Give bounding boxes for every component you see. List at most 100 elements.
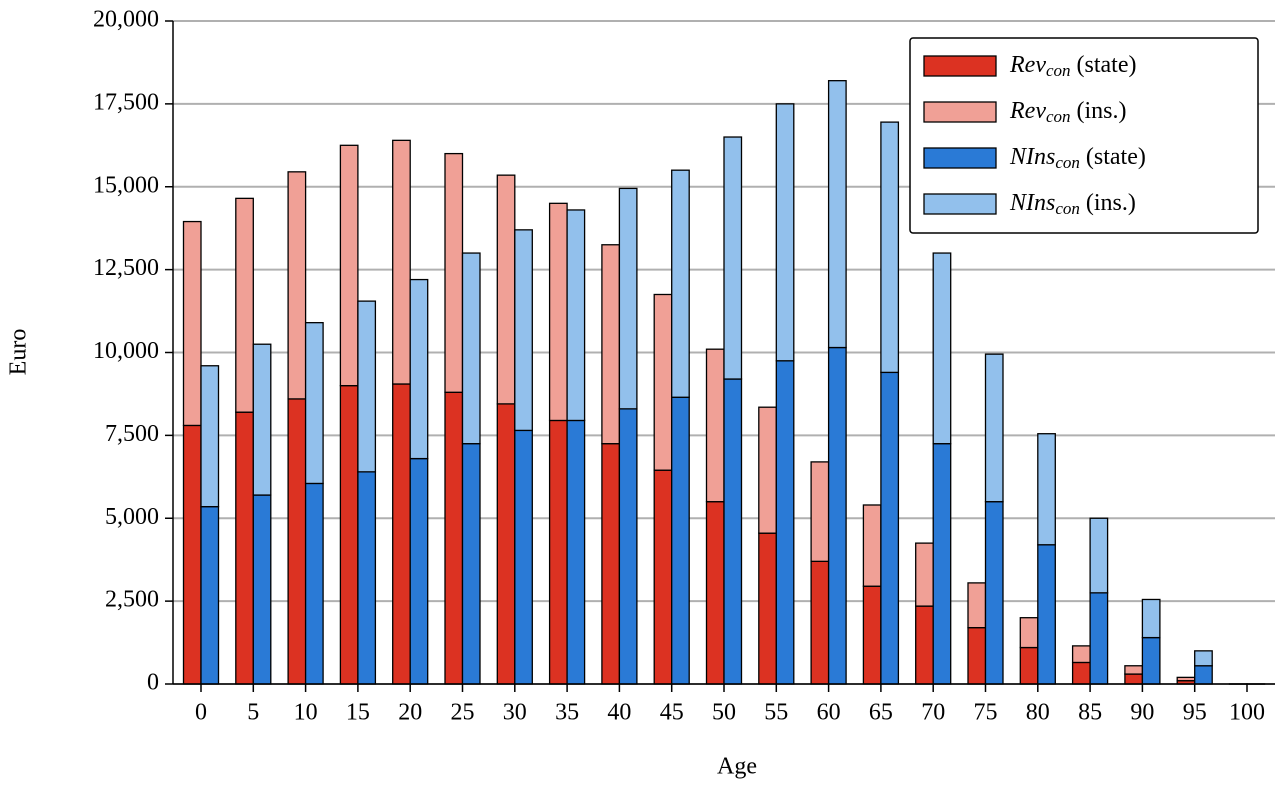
bar-segment: [723, 136, 743, 380]
bar-segment: [182, 424, 202, 685]
y-tick-label: 7,500: [105, 421, 159, 447]
bar-segment: [1141, 598, 1161, 639]
bar-segment: [932, 252, 952, 445]
bar-segment: [409, 278, 429, 460]
bar-segment: [461, 443, 481, 685]
bar-segment: [1071, 661, 1091, 685]
bar-segment: [514, 429, 533, 685]
x-tick-label: 90: [1130, 700, 1154, 726]
bar-segment: [566, 419, 586, 685]
bar-segment: [566, 209, 586, 422]
legend-box: [909, 37, 1259, 234]
x-tick-label: 10: [294, 700, 318, 726]
bar-segment: [915, 605, 934, 685]
legend-label: Revcon (state): [1009, 52, 1136, 80]
bar-segment: [252, 343, 272, 496]
bar-segment: [339, 384, 359, 685]
x-tick-label: 20: [398, 700, 422, 726]
y-tick-label: 5,000: [105, 504, 159, 530]
bar-segment: [618, 408, 638, 685]
x-tick-label: 35: [555, 700, 579, 726]
bar-segment: [357, 300, 377, 473]
x-tick-label: 15: [346, 700, 370, 726]
bar-segment: [862, 585, 882, 685]
x-tick-label: 65: [869, 700, 893, 726]
x-axis-label: Age: [717, 754, 757, 780]
bar-segment: [409, 457, 429, 685]
y-tick-label: 2,500: [105, 587, 159, 613]
bar-segment: [758, 532, 777, 685]
bar-segment: [1089, 517, 1109, 594]
y-tick-label: 10,000: [93, 338, 159, 364]
x-tick-label: 85: [1078, 700, 1102, 726]
x-tick-label: 25: [451, 700, 475, 726]
bar-segment: [1176, 676, 1196, 682]
bar-segment: [775, 103, 795, 362]
bar-segment: [287, 171, 307, 400]
bar-segment: [182, 220, 202, 427]
bar-segment: [653, 293, 673, 471]
bar-segment: [601, 443, 621, 685]
x-tick-label: 50: [712, 700, 736, 726]
legend-label: NInscon (ins.): [1009, 190, 1136, 218]
y-tick-label: 15,000: [93, 172, 159, 198]
x-tick-label: 45: [660, 700, 684, 726]
y-tick-label: 12,500: [93, 255, 159, 281]
x-tick-label: 55: [764, 700, 788, 726]
bar-segment: [200, 505, 220, 685]
legend-label: Revcon (ins.): [1009, 98, 1127, 126]
bar-segment: [461, 252, 481, 445]
bar-segment: [444, 152, 464, 393]
y-tick-label: 17,500: [93, 89, 159, 115]
x-tick-label: 40: [607, 700, 631, 726]
bar-segment: [984, 353, 1004, 503]
x-tick-label: 30: [503, 700, 527, 726]
bar-segment: [1037, 544, 1056, 685]
bar-segment: [1194, 665, 1213, 685]
legend-swatch: [923, 147, 997, 169]
bar-segment: [304, 482, 324, 685]
bar-segment: [496, 403, 516, 685]
bar-segment: [357, 471, 377, 685]
bar-segment: [1019, 617, 1039, 649]
bar-segment: [1037, 433, 1056, 546]
legend-label: NInscon (state): [1009, 144, 1146, 172]
bar-segment: [723, 378, 743, 685]
bar-segment: [304, 322, 324, 485]
bar-segment: [967, 626, 987, 685]
bar-segment: [810, 461, 830, 562]
bar-segment: [235, 197, 254, 413]
legend-swatch: [923, 193, 997, 215]
bar-segment: [880, 121, 900, 374]
bar-segment: [618, 187, 638, 410]
y-tick-label: 20,000: [93, 7, 159, 33]
bar-segment: [653, 469, 673, 685]
x-tick-label: 80: [1026, 700, 1050, 726]
bar-segment: [775, 360, 795, 685]
bar-segment: [444, 391, 464, 685]
bar-segment: [827, 80, 847, 349]
bar-segment: [252, 494, 272, 685]
bar-segment: [1089, 592, 1109, 685]
x-tick-label: 60: [817, 700, 841, 726]
bar-segment: [548, 419, 568, 685]
bar-segment: [548, 202, 568, 422]
bar-segment: [392, 383, 411, 685]
bar-segment: [827, 346, 847, 685]
bar-segment: [915, 542, 934, 607]
bar-segment: [758, 406, 777, 534]
y-axis-label: Euro: [6, 329, 32, 376]
bar-segment: [967, 582, 987, 629]
x-tick-label: 0: [195, 700, 207, 726]
bar-segment: [287, 398, 307, 685]
bar-segment: [1124, 665, 1144, 675]
x-tick-label: 5: [247, 700, 259, 726]
bar-segment: [880, 371, 900, 685]
bar-segment: [1194, 650, 1213, 667]
bar-segment: [1019, 646, 1039, 685]
x-tick-label: 100: [1229, 700, 1265, 726]
x-tick-label: 70: [921, 700, 945, 726]
bar-segment: [810, 560, 830, 685]
bar-segment: [514, 229, 533, 432]
